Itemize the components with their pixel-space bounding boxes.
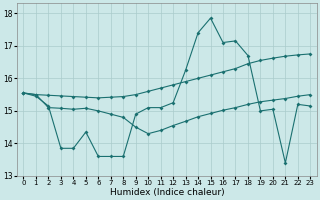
X-axis label: Humidex (Indice chaleur): Humidex (Indice chaleur)	[109, 188, 224, 197]
